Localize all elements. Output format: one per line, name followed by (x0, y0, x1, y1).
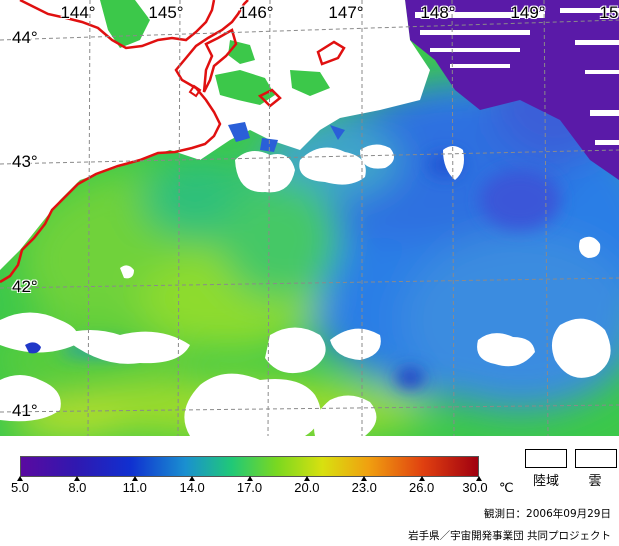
latitude-label-42: 42° (12, 277, 38, 296)
coastline-island-2 (316, 40, 346, 66)
colorbar-tick-mark (246, 476, 253, 481)
ocean-clouds (0, 144, 611, 436)
colorbar-tick-mark (131, 476, 138, 481)
colorbar-tick-label: 20.0 (294, 480, 320, 495)
longitude-label-150: 15 (599, 3, 619, 22)
unit-label: ℃ (499, 480, 514, 495)
colorbar-gradient (21, 457, 478, 476)
land-legend-label: 陸域 (532, 474, 560, 489)
coastline-shiretoko (19, 0, 216, 50)
colorbar-tick-mark (476, 476, 482, 481)
cloud-stripes (415, 8, 619, 145)
graticule (0, 0, 619, 436)
longitude-label-146: 146° (238, 3, 274, 22)
sst-map-canvas (0, 0, 619, 436)
latitude-label-41: 41° (12, 401, 38, 420)
colorbar-tick-label: 11.0 (122, 480, 147, 495)
cloud-legend-swatch (575, 449, 617, 468)
colorbar-tick-mark (189, 476, 196, 481)
longitude-label-145: 145° (148, 3, 184, 22)
longitude-label-144: 144° (60, 3, 96, 22)
coastline-island-3 (188, 84, 202, 98)
colorbar-tick-label: 30.0 (462, 480, 488, 495)
sst-map: 144° 145° 146° 147° 148° 149° 15 44° 43°… (0, 0, 619, 436)
longitude-label-149: 149° (510, 3, 546, 22)
land-legend-swatch (525, 449, 567, 468)
colorbar-tick-mark (303, 476, 310, 481)
small-blue-patches (228, 122, 345, 152)
coastline-island-1 (257, 88, 282, 108)
colorbar-tick-mark (418, 476, 425, 481)
temperature-colorbar (20, 456, 479, 477)
longitude-label-147: 147° (328, 3, 364, 22)
cold-water-region (405, 0, 619, 180)
coastline-hokkaido (0, 0, 249, 284)
colorbar-tick-label: 5.0 (10, 480, 30, 495)
longitude-label-148: 148° (420, 3, 456, 22)
colorbar-tick-mark (361, 476, 368, 481)
colorbar-tick-label: 14.0 (179, 480, 205, 495)
colorbar-tick-label: 17.0 (236, 480, 263, 495)
observation-date: 観測日：2006年09月29日 (484, 508, 611, 520)
latitude-label-43: 43° (12, 152, 38, 171)
cloud-legend-label: 雲 (588, 474, 602, 489)
colorbar-tick-mark (17, 476, 23, 481)
colorbar-tick-mark (74, 476, 81, 481)
credit-line: 岩手県／宇宙開発事業団 共同プロジェクト (408, 530, 611, 542)
latitude-label-44: 44° (12, 28, 38, 47)
colorbar-tick-label: 23.0 (351, 480, 377, 495)
colorbar-tick-label: 8.0 (68, 480, 87, 495)
colorbar-tick-label: 26.0 (408, 480, 435, 495)
